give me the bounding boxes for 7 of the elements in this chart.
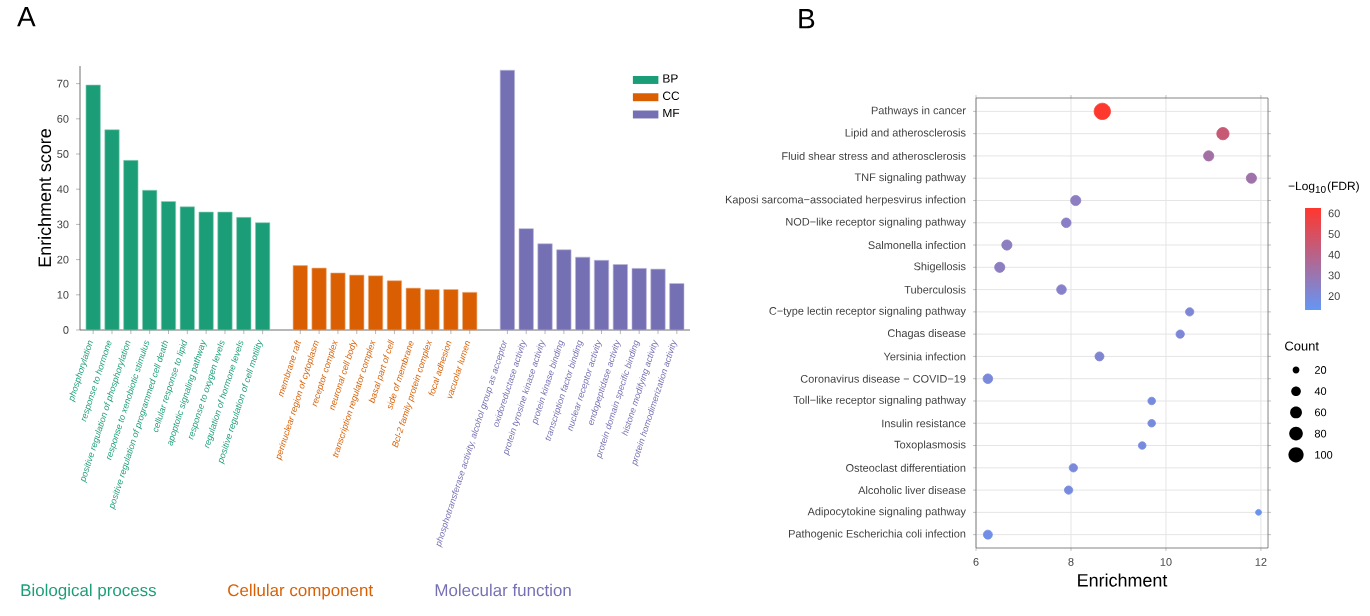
x-axis-title: Enrichment: [1078, 573, 1168, 587]
text: Molecular function: [435, 583, 571, 597]
chart-title: A: [17, 7, 36, 27]
text: Biological process: [21, 583, 156, 600]
y-axis-title: Enrichment score: [37, 129, 52, 267]
chart-title: B: [799, 9, 815, 29]
text: Cellular component: [228, 583, 374, 600]
